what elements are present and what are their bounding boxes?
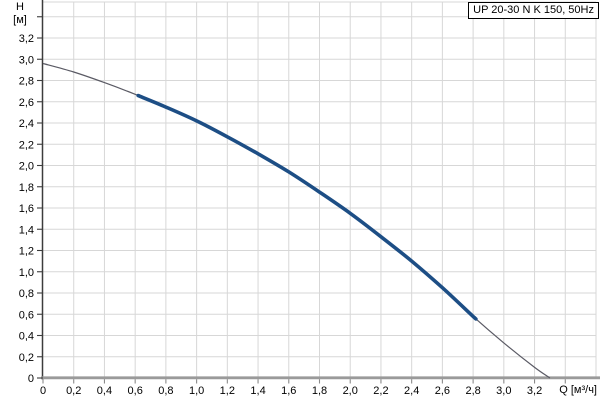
svg-text:2,4: 2,4 bbox=[19, 118, 34, 130]
svg-text:0,2: 0,2 bbox=[66, 385, 81, 397]
y-axis-unit-label: H [м] bbox=[6, 1, 34, 27]
svg-text:0: 0 bbox=[28, 373, 34, 385]
y-axis-unit-bracket: [м] bbox=[13, 14, 27, 26]
svg-text:0,6: 0,6 bbox=[128, 385, 143, 397]
svg-text:2,6: 2,6 bbox=[19, 97, 34, 109]
svg-text:3,0: 3,0 bbox=[19, 54, 34, 66]
svg-text:0,8: 0,8 bbox=[19, 288, 34, 300]
svg-text:0,4: 0,4 bbox=[19, 331, 34, 343]
x-axis-unit-label: Q [м³/ч] bbox=[559, 384, 597, 396]
svg-text:2,0: 2,0 bbox=[19, 161, 34, 173]
svg-text:3,0: 3,0 bbox=[496, 385, 511, 397]
svg-text:0,6: 0,6 bbox=[19, 309, 34, 321]
svg-text:3,2: 3,2 bbox=[19, 33, 34, 45]
svg-text:0: 0 bbox=[40, 385, 46, 397]
svg-text:1,0: 1,0 bbox=[19, 267, 34, 279]
svg-text:1,8: 1,8 bbox=[19, 182, 34, 194]
axis-lines bbox=[41, 0, 600, 380]
svg-text:0,4: 0,4 bbox=[97, 385, 112, 397]
tick-labels: 0 0,2 0,4 0,6 0,8 1,0 1,2 1,4 1,6 1,8 2,0 2,2 2,4 2,6… bbox=[19, 33, 543, 397]
svg-text:3,2: 3,2 bbox=[527, 385, 542, 397]
svg-text:2,0: 2,0 bbox=[343, 385, 358, 397]
svg-text:2,6: 2,6 bbox=[435, 385, 450, 397]
svg-text:1,2: 1,2 bbox=[220, 385, 235, 397]
svg-text:1,4: 1,4 bbox=[250, 385, 265, 397]
svg-text:2,2: 2,2 bbox=[373, 385, 388, 397]
svg-text:1,2: 1,2 bbox=[19, 246, 34, 258]
svg-text:0,2: 0,2 bbox=[19, 352, 34, 364]
operating-range-highlight-line bbox=[136, 93, 478, 321]
svg-text:1,6: 1,6 bbox=[19, 203, 34, 215]
svg-text:1,8: 1,8 bbox=[312, 385, 327, 397]
curve-title-box: UP 20-30 N K 150, 50Hz bbox=[468, 2, 599, 19]
tick-marks bbox=[37, 16, 566, 384]
svg-text:2,8: 2,8 bbox=[465, 385, 480, 397]
svg-text:1,0: 1,0 bbox=[189, 385, 204, 397]
svg-text:0,8: 0,8 bbox=[158, 385, 173, 397]
curve-paths bbox=[42, 62, 551, 379]
svg-text:2,8: 2,8 bbox=[19, 76, 34, 88]
y-axis-unit-symbol: H bbox=[16, 1, 24, 13]
svg-text:1,6: 1,6 bbox=[281, 385, 296, 397]
svg-text:2,2: 2,2 bbox=[19, 139, 34, 151]
svg-text:1,4: 1,4 bbox=[19, 224, 34, 236]
svg-text:2,4: 2,4 bbox=[404, 385, 419, 397]
pump-curve-line bbox=[42, 62, 551, 379]
